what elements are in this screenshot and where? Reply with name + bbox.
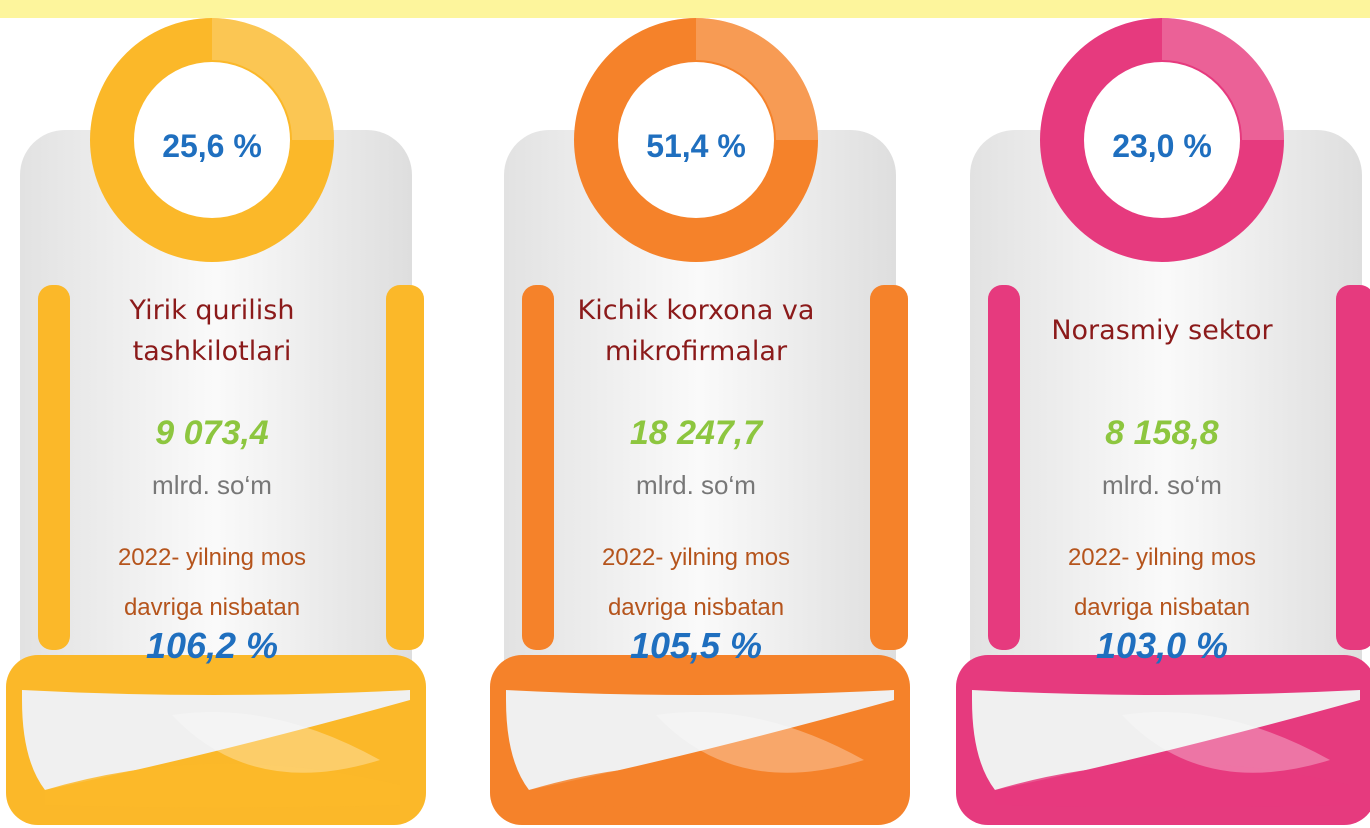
growth-label: 105,5 %	[629, 625, 763, 666]
side-bar-right	[386, 285, 424, 650]
highlight	[172, 712, 380, 773]
side-bar-right	[870, 285, 908, 650]
value-label: 18 247,7	[629, 414, 763, 452]
comparison-note: 2022- yilning mos davriga nisbatan	[1067, 544, 1257, 621]
comparison-note: 2022- yilning mos davriga nisbatan	[601, 544, 791, 621]
side-bar-left	[522, 285, 554, 650]
highlight	[1122, 712, 1330, 773]
ring-center	[618, 62, 774, 218]
ring-highlight	[1162, 18, 1284, 140]
ring-highlight	[696, 18, 818, 140]
share-label: 51,4 %	[646, 128, 746, 164]
ring-highlight	[212, 18, 334, 140]
panel-bottom-fold	[995, 763, 1350, 808]
card-title: Norasmiy sektor	[1051, 315, 1273, 346]
share-label: 25,6 %	[162, 128, 262, 164]
ring-center	[1084, 62, 1240, 218]
top-strip	[0, 0, 1370, 18]
ring-center	[134, 62, 290, 218]
side-bar-left	[38, 285, 70, 650]
panel	[504, 130, 896, 790]
unit-label: mlrd. so‘m	[636, 470, 756, 500]
panel-bottom	[22, 690, 410, 790]
panel-bottom-fold	[529, 763, 884, 808]
card-title: Kichik korxona va mikrofirmalar	[577, 294, 815, 367]
panel-bottom	[972, 690, 1360, 790]
value-label: 8 158,8	[1105, 414, 1219, 452]
card-title: Yirik qurilish tashkilotlari	[129, 294, 295, 367]
panel	[970, 130, 1362, 790]
growth-label: 103,0 %	[1095, 625, 1229, 666]
side-bar-left	[988, 285, 1020, 650]
growth-label: 106,2 %	[145, 625, 279, 666]
panel-bottom	[506, 690, 894, 790]
side-bar-right	[1336, 285, 1370, 650]
comparison-note: 2022- yilning mos davriga nisbatan	[117, 544, 307, 621]
panel	[20, 130, 412, 790]
unit-label: mlrd. so‘m	[1102, 470, 1222, 500]
value-label: 9 073,4	[155, 414, 269, 452]
unit-label: mlrd. so‘m	[152, 470, 272, 500]
highlight	[656, 712, 864, 773]
panel-bottom-fold	[45, 763, 400, 808]
share-label: 23,0 %	[1112, 128, 1212, 164]
